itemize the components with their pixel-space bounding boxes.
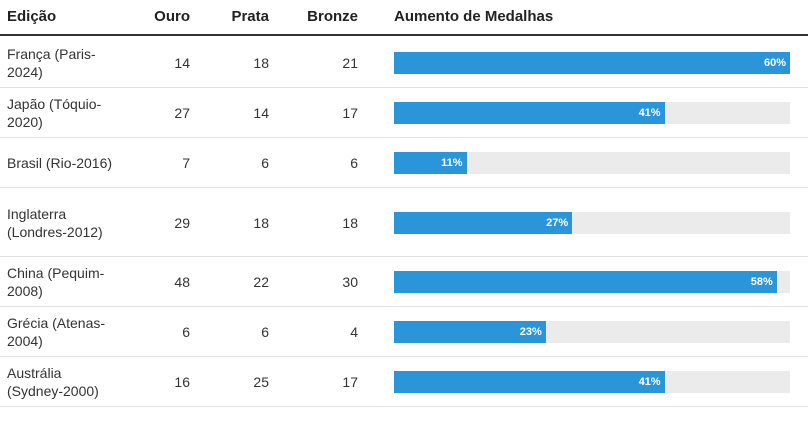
cell-bronze: 18 — [342, 214, 358, 231]
table-header: Edição Ouro Prata Bronze Aumento de Meda… — [0, 0, 808, 36]
bar-track: 41% — [394, 102, 790, 124]
header-bronze: Bronze — [307, 8, 358, 25]
bar-fill: 58% — [394, 271, 777, 293]
cell-prata: 6 — [261, 155, 269, 171]
cell-ouro: 48 — [174, 274, 190, 290]
cell-ouro: 14 — [174, 55, 190, 71]
cell-prata: 25 — [253, 374, 269, 390]
cell-edicao: França (Paris-2024) — [7, 46, 96, 80]
table-row: Brasil (Rio-2016) 7 6 6 11% — [0, 138, 808, 188]
bar-value-label: 41% — [638, 107, 661, 119]
bar-track: 27% — [394, 211, 790, 234]
bar-fill: 11% — [394, 152, 467, 174]
cell-bronze: 6 — [350, 155, 358, 171]
table-row: Grécia (Atenas-2004) 6 6 4 23% — [0, 307, 808, 357]
cell-edicao: Austrália (Sydney-2000) — [7, 365, 99, 399]
cell-ouro: 29 — [174, 214, 190, 231]
bar-track: 60% — [394, 52, 790, 74]
bar-value-label: 23% — [519, 326, 542, 338]
cell-bronze: 17 — [342, 374, 358, 390]
table-row: Japão (Tóquio-2020) 27 14 17 41% — [0, 88, 808, 138]
bar-fill: 41% — [394, 371, 665, 393]
bar-value-label: 41% — [638, 376, 661, 388]
cell-prata: 22 — [253, 274, 269, 290]
cell-bronze: 21 — [342, 55, 358, 71]
bar-value-label: 11% — [441, 157, 463, 169]
table-row: Austrália (Sydney-2000) 16 25 17 41% — [0, 357, 808, 407]
cell-ouro: 27 — [174, 105, 190, 121]
cell-edicao: Japão (Tóquio-2020) — [7, 96, 102, 130]
bar-track: 11% — [394, 152, 790, 174]
cell-edicao: Brasil (Rio-2016) — [7, 155, 113, 171]
table-row: China (Pequim-2008) 48 22 30 58% — [0, 257, 808, 307]
header-edicao: Edição — [7, 8, 57, 25]
bar-fill: 27% — [394, 211, 573, 234]
bar-fill: 23% — [394, 321, 546, 343]
cell-ouro: 6 — [182, 324, 190, 340]
table-row: França (Paris-2024) 14 18 21 60% — [0, 38, 808, 88]
cell-ouro: 7 — [182, 155, 190, 171]
bar-value-label: 27% — [546, 216, 569, 229]
header-aumento: Aumento de Medalhas — [394, 8, 554, 25]
cell-bronze: 4 — [350, 324, 358, 340]
bar-track: 23% — [394, 321, 790, 343]
cell-prata: 18 — [253, 214, 269, 231]
bar-fill: 41% — [394, 102, 665, 124]
cell-bronze: 30 — [342, 274, 358, 290]
cell-edicao: China (Pequim-2008) — [7, 265, 105, 299]
bar-track: 41% — [394, 371, 790, 393]
cell-ouro: 16 — [174, 374, 190, 390]
header-ouro: Ouro — [154, 8, 190, 25]
cell-edicao: Grécia (Atenas-2004) — [7, 315, 106, 349]
cell-prata: 6 — [261, 324, 269, 340]
bar-fill: 60% — [394, 52, 790, 74]
table-row: Inglaterra (Londres-2012) 29 18 18 27% — [0, 188, 808, 257]
cell-prata: 14 — [253, 105, 269, 121]
cell-edicao: Inglaterra (Londres-2012) — [7, 205, 103, 240]
cell-bronze: 17 — [342, 105, 358, 121]
bar-track: 58% — [394, 271, 790, 293]
header-prata: Prata — [231, 8, 269, 25]
cell-prata: 18 — [253, 55, 269, 71]
bar-value-label: 60% — [763, 57, 786, 69]
bar-value-label: 58% — [750, 276, 773, 288]
